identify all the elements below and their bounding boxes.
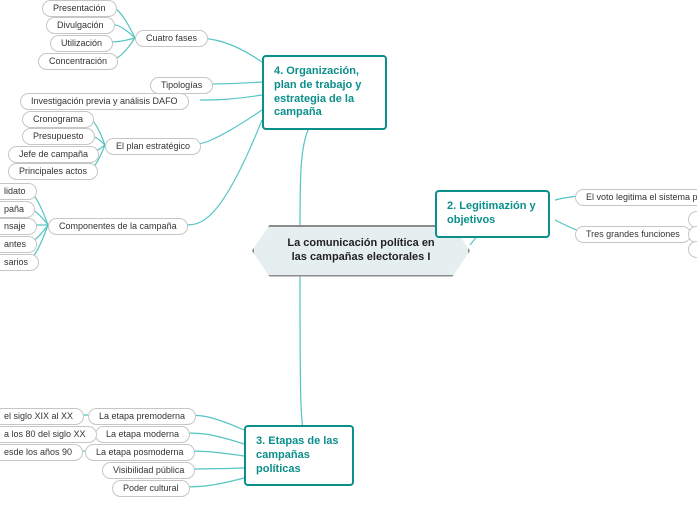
sub-ochenta[interactable]: a los 80 del siglo XX [0,426,97,443]
sub-plan-estrategico[interactable]: El plan estratégico [105,138,201,155]
sub-tres-funciones[interactable]: Tres grandes funciones [575,226,691,243]
sub-actos[interactable]: Principales actos [8,163,98,180]
sub-cronograma[interactable]: Cronograma [22,111,94,128]
sub-jefe[interactable]: Jefe de campaña [8,146,99,163]
section-3[interactable]: 3. Etapas de las campañas políticas [244,425,354,486]
sub-etapa-posmoderna[interactable]: La etapa posmoderna [85,444,195,461]
sub-comp4[interactable]: antes [0,236,37,253]
sub-fase-divulgacion[interactable]: Divulgación [46,17,115,34]
sub-funcion-3[interactable]: P [688,241,697,258]
section-2-label: 2. Legitimazión y objetivos [447,200,536,226]
sub-cuatro-fases[interactable]: Cuatro fases [135,30,208,47]
sub-poder[interactable]: Poder cultural [112,480,190,497]
sub-voto[interactable]: El voto legitima el sistema político [575,189,697,206]
sub-tipologias[interactable]: Tipologías [150,77,213,94]
section-4-label: 4. Organización, plan de trabajo y estra… [274,65,361,118]
sub-presupuesto[interactable]: Presupuesto [22,128,95,145]
sub-comp2[interactable]: paña [0,201,35,218]
sub-comp5[interactable]: sarios [0,254,39,271]
center-topic-text: La comunicación política en las campañas… [287,237,434,263]
sub-visibilidad[interactable]: Visibilidad pública [102,462,195,479]
sub-fase-presentacion[interactable]: Presentación [42,0,117,17]
sub-componentes[interactable]: Componentes de la campaña [48,218,188,235]
sub-fase-utilizacion[interactable]: Utilización [50,35,113,52]
mindmap-stage: La comunicación política en las campañas… [0,0,697,520]
section-4[interactable]: 4. Organización, plan de trabajo y estra… [262,55,387,130]
sub-comp1[interactable]: lidato [0,183,37,200]
sub-noventa[interactable]: esde los años 90 [0,444,83,461]
sub-dafo[interactable]: Investigación previa y análisis DAFO [20,93,189,110]
sub-etapa-moderna[interactable]: La etapa moderna [95,426,190,443]
sub-xix[interactable]: el siglo XIX al XX [0,408,84,425]
sub-etapa-premoderna[interactable]: La etapa premoderna [88,408,196,425]
section-3-label: 3. Etapas de las campañas políticas [256,435,339,475]
section-2[interactable]: 2. Legitimazión y objetivos [435,190,550,238]
sub-fase-concentracion[interactable]: Concentración [38,53,118,70]
sub-comp3[interactable]: nsaje [0,218,37,235]
